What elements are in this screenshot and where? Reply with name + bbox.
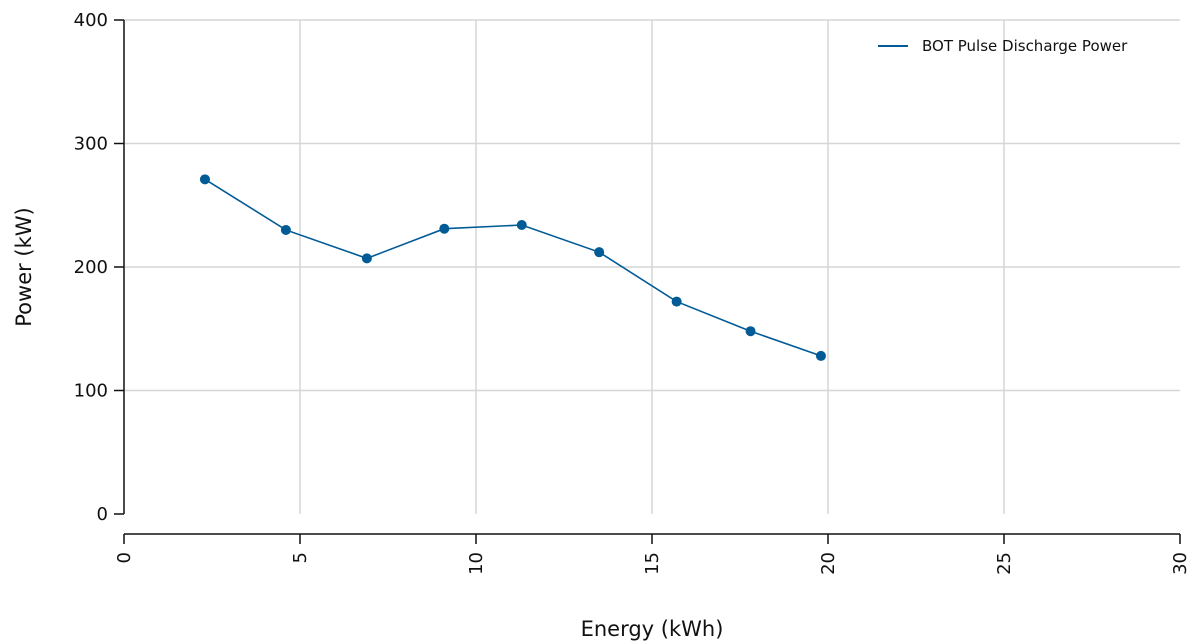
data-point [199,174,210,185]
x-tick-label: 5 [290,552,311,563]
x-tick-label: 10 [466,552,487,575]
data-point [516,220,527,231]
data-point [361,253,372,264]
grid [124,19,1180,514]
x-tick-label: 25 [994,552,1015,575]
data-point [280,224,291,235]
x-tick-label: 15 [642,552,663,575]
y-axis-title: Power (kW) [12,207,36,326]
legend-label: BOT Pulse Discharge Power [922,37,1128,55]
y-tick-label: 300 [74,134,108,155]
y-tick-label: 400 [74,10,108,31]
data-point [671,296,682,307]
x-axis-title: Energy (kWh) [581,617,724,641]
axes: 0 100 200 300 400 0 5 10 15 20 25 30 [74,10,1191,575]
data-point [745,326,756,337]
y-tick-label: 0 [97,504,108,525]
data-point [594,247,605,258]
x-tick-label: 30 [1170,552,1191,575]
data-point [439,223,450,234]
y-tick-label: 200 [74,257,108,278]
x-tick-label: 0 [114,552,135,563]
plot-area [199,174,826,361]
y-tick-label: 100 [74,381,108,402]
legend: BOT Pulse Discharge Power [878,37,1128,55]
data-point [815,350,826,361]
x-tick-label: 20 [818,552,839,575]
